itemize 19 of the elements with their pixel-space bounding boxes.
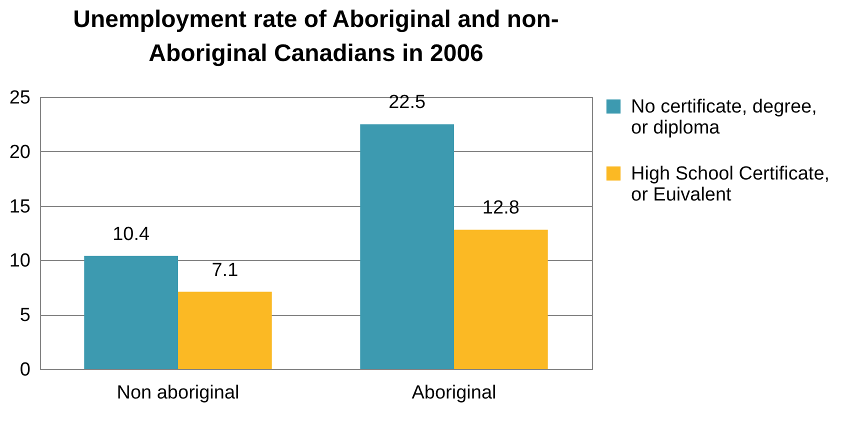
bar bbox=[178, 292, 272, 369]
bar bbox=[360, 124, 454, 369]
data-label: 7.1 bbox=[212, 260, 238, 281]
x-tick-label: Aboriginal bbox=[412, 382, 496, 404]
bar bbox=[84, 256, 178, 369]
y-tick-label: 20 bbox=[9, 142, 30, 163]
y-tick-label: 0 bbox=[20, 360, 30, 380]
data-label: 10.4 bbox=[112, 224, 150, 245]
bar bbox=[454, 230, 548, 369]
y-tick-label: 10 bbox=[9, 250, 30, 272]
y-tick-label: 5 bbox=[20, 305, 30, 326]
data-label: 22.5 bbox=[388, 92, 426, 114]
x-tick-label: Non aboriginal bbox=[116, 382, 240, 404]
data-label: 12.8 bbox=[482, 198, 520, 219]
legend-label: High School Certificate, or Euivalent bbox=[631, 164, 830, 206]
chart-title: Unemployment rate of Aboriginal and non-Aboriginal Canadians in 2006 bbox=[73, 6, 559, 67]
y-tick-label: 25 bbox=[9, 88, 30, 108]
legend-label: No certificate, degree, or diploma bbox=[631, 96, 817, 138]
y-tick-label: 15 bbox=[9, 196, 30, 218]
